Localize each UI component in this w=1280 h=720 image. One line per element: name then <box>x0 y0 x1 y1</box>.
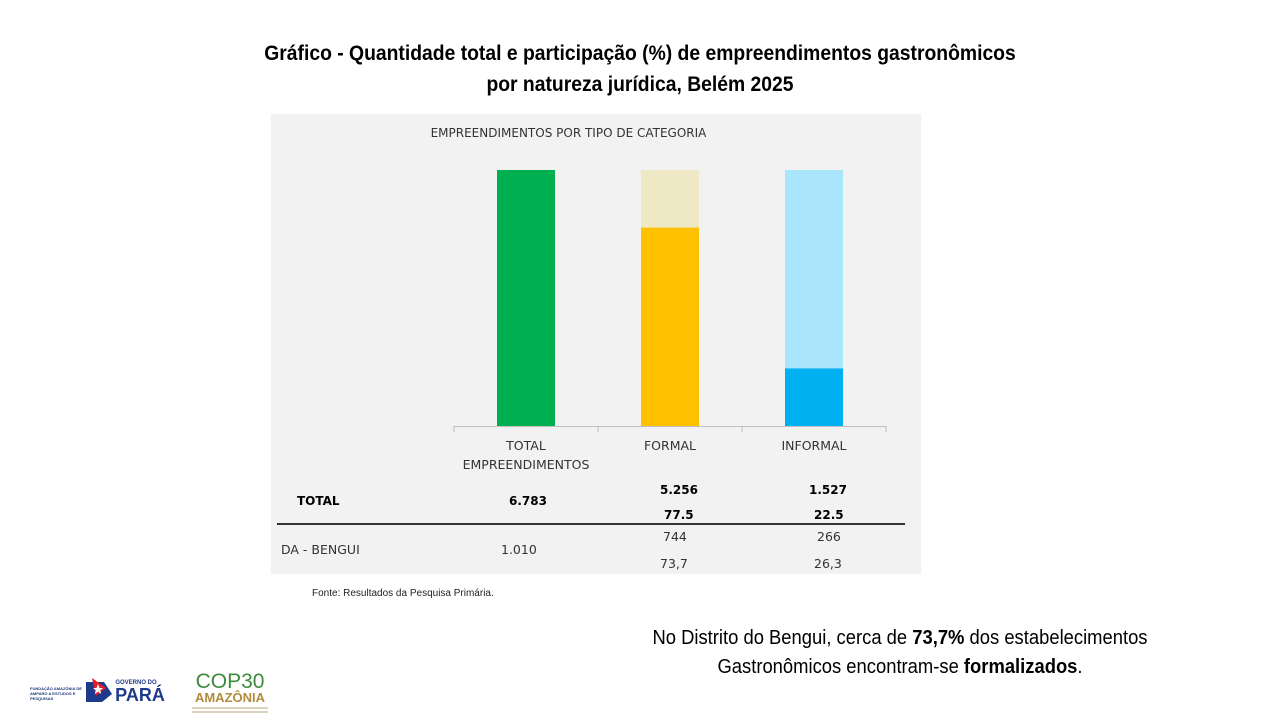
amazonia-text: AMAZÔNIA <box>195 690 266 705</box>
note-part3: Gastronômicos encontram-se <box>717 656 964 678</box>
bar-chart <box>453 170 887 432</box>
bar-total-share <box>497 170 555 426</box>
para-text: PARÁ <box>115 684 165 704</box>
category-label-total-line1: TOTAL <box>506 438 546 453</box>
table-row-label-total: TOTAL <box>297 494 340 508</box>
table-cell-bengui-informal-count: 266 <box>817 529 841 544</box>
category-label-informal-line1: INFORMAL <box>781 438 847 453</box>
table-cell-total-formal-pct: 77.5 <box>664 508 694 522</box>
category-label-formal: FORMAL <box>598 436 742 455</box>
table-cell-total-formal-count: 5.256 <box>660 483 698 497</box>
cop30-text: COP30 <box>196 670 265 693</box>
table-cell-total-informal-count: 1.527 <box>809 483 847 497</box>
fapespa-logo: FUNDAÇÃO AMAZÔNIA DE AMPARO A ESTUDOS E … <box>30 686 82 701</box>
bar-informal-share <box>785 368 843 426</box>
chart-panel: EMPREENDIMENTOS POR TIPO DE CATEGORIA TO… <box>271 114 921 574</box>
bar-informal-remainder <box>785 170 843 369</box>
note-part2: dos estabelecimentos <box>964 627 1148 649</box>
chart-title: EMPREENDIMENTOS POR TIPO DE CATEGORIA <box>430 126 707 140</box>
bar-formal-share <box>641 227 699 426</box>
title-line-1: Gráfico - Quantidade total e participaçã… <box>264 42 1016 65</box>
note-highlight: 73,7% <box>912 627 965 649</box>
bar-formal-remainder <box>641 170 699 228</box>
note-part4: . <box>1077 656 1083 678</box>
note-highlight2: formalizados <box>963 656 1078 678</box>
table-cell-total-total: 6.783 <box>509 494 547 508</box>
table-cell-bengui-formal-pct: 73,7 <box>660 556 688 571</box>
table-cell-total-informal-pct: 22.5 <box>814 508 844 522</box>
table-row-label-bengui: DA - BENGUI <box>281 542 360 557</box>
table-divider <box>277 523 905 525</box>
category-label-informal: INFORMAL <box>742 436 886 455</box>
category-label-formal-line1: FORMAL <box>643 438 696 453</box>
cop30-amazonia-logo: COP30 AMAZÔNIA <box>192 670 268 713</box>
governo-para-logo: GOVERNO DO PARÁ <box>86 678 165 704</box>
table-cell-bengui-formal-count: 744 <box>663 529 687 544</box>
source-note: Fonte: Resultados da Pesquisa Primária. <box>312 588 494 599</box>
note-part1: No Distrito do Bengui, cerca de <box>652 627 913 649</box>
page-title: Gráfico - Quantidade total e participaçã… <box>51 38 1229 100</box>
category-label-total-line2: EMPREENDIMENTOS <box>462 457 590 472</box>
table-cell-bengui-informal-pct: 26,3 <box>814 556 842 571</box>
governo-text: GOVERNO DO <box>115 680 157 686</box>
category-label-total: TOTAL EMPREENDIMENTOS <box>454 436 598 474</box>
title-line-2: por natureza jurídica, Belém 2025 <box>486 73 794 96</box>
summary-note: No Distrito do Bengui, cerca de 73,7% do… <box>615 624 1185 682</box>
table-cell-bengui-total: 1.010 <box>501 542 537 557</box>
